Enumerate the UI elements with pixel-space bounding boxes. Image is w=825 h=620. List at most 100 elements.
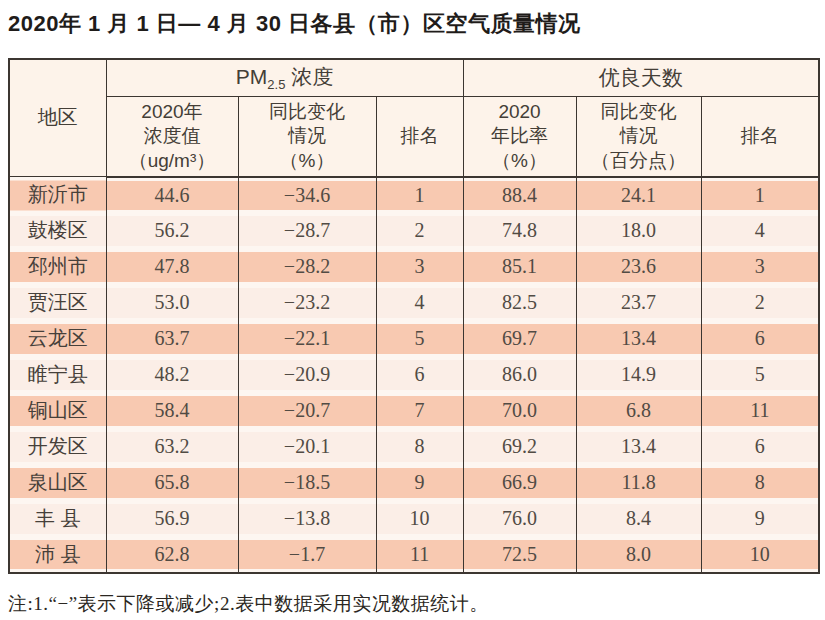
col-header-pm-rank: 排名 bbox=[376, 97, 463, 177]
cell-rate: 85.1 bbox=[463, 249, 576, 285]
cell-rate-rank: 4 bbox=[701, 213, 819, 249]
cell-region: 泉山区 bbox=[9, 465, 106, 501]
cell-rate-rank: 6 bbox=[701, 429, 819, 465]
cell-rate: 70.0 bbox=[463, 393, 576, 429]
table-body: 新沂市44.6−34.6188.424.11鼓楼区56.2−28.7274.81… bbox=[9, 177, 819, 573]
cell-region: 睢宁县 bbox=[9, 357, 106, 393]
table-row: 开发区63.2−20.1869.213.46 bbox=[9, 429, 819, 465]
cell-pm-value: 63.7 bbox=[106, 321, 238, 357]
cell-pm-rank: 2 bbox=[376, 213, 463, 249]
cell-pm-rank: 3 bbox=[376, 249, 463, 285]
cell-pm-change: −22.1 bbox=[238, 321, 376, 357]
footnote: 注:1.“−”表示下降或减少;2.表中数据采用实况数据统计。 bbox=[8, 591, 818, 617]
cell-rate-rank: 9 bbox=[701, 501, 819, 537]
cell-rate: 86.0 bbox=[463, 357, 576, 393]
col-header-pm-value: 2020年 浓度值 （ug/m³） bbox=[106, 97, 238, 177]
cell-pm-value: 56.9 bbox=[106, 501, 238, 537]
cell-rate-rank: 2 bbox=[701, 285, 819, 321]
cell-rate: 69.7 bbox=[463, 321, 576, 357]
table-row: 沛 县62.8−1.71172.58.010 bbox=[9, 537, 819, 573]
cell-rate-change: 23.6 bbox=[576, 249, 701, 285]
page-title: 2020年 1 月 1 日— 4 月 30 日各县（市）区空气质量情况 bbox=[8, 10, 818, 39]
cell-pm-rank: 10 bbox=[376, 501, 463, 537]
table-row: 鼓楼区56.2−28.7274.818.04 bbox=[9, 213, 819, 249]
cell-rate-change: 13.4 bbox=[576, 429, 701, 465]
cell-pm-rank: 5 bbox=[376, 321, 463, 357]
table-row: 新沂市44.6−34.6188.424.11 bbox=[9, 177, 819, 213]
cell-rate: 72.5 bbox=[463, 537, 576, 573]
cell-pm-rank: 1 bbox=[376, 177, 463, 213]
cell-rate-rank: 6 bbox=[701, 321, 819, 357]
page: 2020年 1 月 1 日— 4 月 30 日各县（市）区空气质量情况 地区 P… bbox=[0, 0, 825, 617]
col-header-days-rank: 排名 bbox=[701, 97, 819, 177]
col-header-days-change: 同比变化 情况 （百分点） bbox=[576, 97, 701, 177]
cell-rate: 66.9 bbox=[463, 465, 576, 501]
cell-pm-change: −20.1 bbox=[238, 429, 376, 465]
cell-rate-rank: 5 bbox=[701, 357, 819, 393]
cell-pm-value: 48.2 bbox=[106, 357, 238, 393]
cell-rate: 88.4 bbox=[463, 177, 576, 213]
cell-pm-change: −20.7 bbox=[238, 393, 376, 429]
cell-pm-rank: 9 bbox=[376, 465, 463, 501]
air-quality-table: 地区 PM2.5 浓度 优良天数 2020年 浓度值 （ug/m³） 同比变化 … bbox=[8, 58, 820, 574]
cell-rate: 69.2 bbox=[463, 429, 576, 465]
cell-region: 丰 县 bbox=[9, 501, 106, 537]
cell-pm-change: −20.9 bbox=[238, 357, 376, 393]
table-row: 泉山区65.8−18.5966.911.88 bbox=[9, 465, 819, 501]
table-row: 贾汪区53.0−23.2482.523.72 bbox=[9, 285, 819, 321]
cell-pm-value: 65.8 bbox=[106, 465, 238, 501]
cell-pm-rank: 4 bbox=[376, 285, 463, 321]
cell-pm-change: −23.2 bbox=[238, 285, 376, 321]
cell-pm-change: −13.8 bbox=[238, 501, 376, 537]
cell-rate-change: 8.4 bbox=[576, 501, 701, 537]
cell-rate: 82.5 bbox=[463, 285, 576, 321]
cell-pm-value: 47.8 bbox=[106, 249, 238, 285]
cell-rate: 76.0 bbox=[463, 501, 576, 537]
col-group-good-days: 优良天数 bbox=[463, 59, 819, 97]
cell-region: 贾汪区 bbox=[9, 285, 106, 321]
cell-region: 新沂市 bbox=[9, 177, 106, 213]
cell-pm-value: 63.2 bbox=[106, 429, 238, 465]
cell-rate-change: 14.9 bbox=[576, 357, 701, 393]
col-header-region: 地区 bbox=[9, 59, 106, 177]
cell-pm-change: −28.2 bbox=[238, 249, 376, 285]
cell-region: 邳州市 bbox=[9, 249, 106, 285]
cell-rate-rank: 11 bbox=[701, 393, 819, 429]
cell-pm-change: −34.6 bbox=[238, 177, 376, 213]
pm25-label-suffix: 浓度 bbox=[285, 65, 333, 88]
cell-rate-change: 24.1 bbox=[576, 177, 701, 213]
cell-region: 铜山区 bbox=[9, 393, 106, 429]
pm25-label-prefix: PM bbox=[236, 65, 268, 88]
table-row: 铜山区58.4−20.7770.06.811 bbox=[9, 393, 819, 429]
cell-rate-change: 8.0 bbox=[576, 537, 701, 573]
cell-region: 沛 县 bbox=[9, 537, 106, 573]
cell-rate-change: 6.8 bbox=[576, 393, 701, 429]
cell-rate-change: 18.0 bbox=[576, 213, 701, 249]
cell-rate-change: 13.4 bbox=[576, 321, 701, 357]
table-header: 地区 PM2.5 浓度 优良天数 2020年 浓度值 （ug/m³） 同比变化 … bbox=[9, 59, 819, 177]
table-row: 丰 县56.9−13.81076.08.49 bbox=[9, 501, 819, 537]
cell-rate-rank: 8 bbox=[701, 465, 819, 501]
cell-rate-change: 23.7 bbox=[576, 285, 701, 321]
cell-pm-value: 58.4 bbox=[106, 393, 238, 429]
cell-rate-change: 11.8 bbox=[576, 465, 701, 501]
cell-rate-rank: 10 bbox=[701, 537, 819, 573]
cell-rate-rank: 1 bbox=[701, 177, 819, 213]
cell-pm-rank: 8 bbox=[376, 429, 463, 465]
sub-header-row: 2020年 浓度值 （ug/m³） 同比变化 情况 （%） 排名 2020 年比… bbox=[9, 97, 819, 177]
col-header-days-rate: 2020 年比率 （%） bbox=[463, 97, 576, 177]
cell-rate-rank: 3 bbox=[701, 249, 819, 285]
cell-pm-value: 53.0 bbox=[106, 285, 238, 321]
cell-region: 开发区 bbox=[9, 429, 106, 465]
cell-pm-value: 56.2 bbox=[106, 213, 238, 249]
cell-rate: 74.8 bbox=[463, 213, 576, 249]
cell-region: 云龙区 bbox=[9, 321, 106, 357]
cell-pm-value: 44.6 bbox=[106, 177, 238, 213]
cell-pm-rank: 7 bbox=[376, 393, 463, 429]
cell-region: 鼓楼区 bbox=[9, 213, 106, 249]
cell-pm-change: −28.7 bbox=[238, 213, 376, 249]
cell-pm-value: 62.8 bbox=[106, 537, 238, 573]
pm25-label-subscript: 2.5 bbox=[267, 77, 285, 92]
table-row: 云龙区63.7−22.1569.713.46 bbox=[9, 321, 819, 357]
col-group-pm25: PM2.5 浓度 bbox=[106, 59, 463, 97]
